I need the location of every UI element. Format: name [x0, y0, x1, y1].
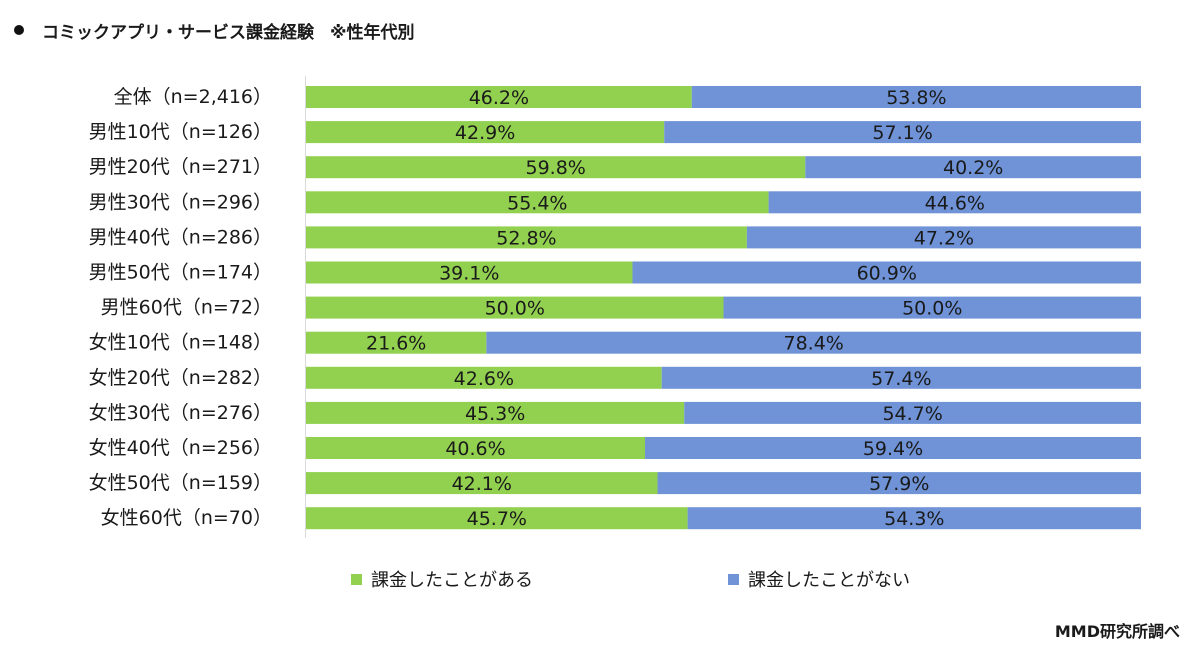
bar-segment-paid [306, 261, 633, 284]
data-label-paid: 21.6% [366, 333, 426, 355]
bullet-icon [14, 25, 24, 35]
data-label-paid: 42.9% [455, 122, 515, 144]
data-label-paid: 46.2% [469, 87, 529, 109]
category-label: 女性60代（n=70） [101, 507, 272, 529]
data-label-not-paid: 57.4% [871, 368, 931, 390]
data-label-paid: 55.4% [507, 192, 567, 214]
legend-item-not-paid: 課金したことがない [728, 566, 910, 592]
bar-segment-not-paid [768, 191, 1141, 214]
chart-title: コミックアプリ・サービス課金経験 ※性年代別 [14, 18, 415, 43]
category-label: 男性20代（n=271） [89, 156, 272, 178]
bar-segment-not-paid [805, 156, 1141, 179]
data-label-not-paid: 57.1% [872, 122, 932, 144]
legend-label-not-paid: 課金したことがない [748, 570, 910, 591]
data-label-not-paid: 54.7% [882, 403, 942, 425]
category-label: 女性50代（n=159） [89, 472, 272, 494]
bar-segment-paid [306, 156, 806, 179]
data-label-paid: 59.8% [525, 157, 585, 179]
bar-segment-not-paid [723, 296, 1141, 319]
bar-segment-paid [306, 437, 646, 459]
category-label: 女性30代（n=276） [89, 402, 272, 424]
bar-segment-not-paid [664, 121, 1141, 144]
data-label-not-paid: 40.2% [943, 157, 1003, 179]
legend-label-paid: 課金したことがある [371, 570, 533, 591]
data-label-paid: 45.7% [467, 508, 527, 530]
source-credit: MMD研究所調べ [1054, 622, 1180, 641]
bar-segment-paid [306, 401, 685, 424]
bar-segment-not-paid [486, 331, 1141, 354]
data-label-not-paid: 53.8% [886, 87, 946, 109]
data-label-not-paid: 60.9% [857, 263, 917, 285]
data-label-not-paid: 57.9% [869, 473, 929, 495]
data-label-not-paid: 59.4% [863, 438, 923, 460]
chart-title-text: コミックアプリ・サービス課金経験 [42, 22, 314, 43]
bar-segment-paid [306, 366, 662, 389]
data-label-not-paid: 54.3% [884, 508, 944, 530]
bar-segment-not-paid [645, 437, 1141, 459]
legend-item-paid: 課金したことがある [351, 566, 533, 592]
category-label: 男性10代（n=126） [89, 121, 272, 143]
bar-segment-paid [306, 331, 487, 354]
bar-segment-not-paid [691, 86, 1141, 108]
data-label-paid: 42.6% [454, 368, 514, 390]
data-label-paid: 52.8% [496, 227, 556, 249]
data-label-not-paid: 50.0% [902, 298, 962, 320]
bar-segment-not-paid [687, 507, 1141, 530]
bar-segment-not-paid [684, 401, 1141, 424]
data-label-paid: 50.0% [485, 298, 545, 320]
category-label: 男性60代（n=72） [101, 297, 272, 319]
category-label: 男性50代（n=174） [89, 262, 272, 284]
bar-segment-not-paid [746, 226, 1141, 249]
bar-segment-paid [306, 472, 658, 495]
category-label: 女性20代（n=282） [89, 367, 272, 389]
legend-swatch-not-paid [728, 573, 739, 585]
bar-segment-paid [306, 296, 724, 319]
category-label: 女性10代（n=148） [89, 332, 272, 354]
category-label: 全体（n=2,416） [114, 86, 272, 108]
bar-segment-not-paid [661, 366, 1141, 389]
data-label-paid: 40.6% [445, 438, 505, 460]
bar-segment-paid [306, 226, 747, 249]
bar-segment-paid [306, 121, 665, 144]
bar-segment-paid [306, 191, 769, 214]
data-label-paid: 45.3% [465, 403, 525, 425]
bar-segment-not-paid [657, 472, 1141, 495]
category-label: 男性30代（n=296） [89, 191, 272, 213]
legend-swatch-paid [351, 573, 362, 585]
chart-title-note: ※性年代別 [330, 22, 415, 43]
data-label-paid: 39.1% [439, 263, 499, 285]
category-label: 男性40代（n=286） [89, 226, 272, 248]
chart-legend: 課金したことがある 課金したことがない [0, 566, 1200, 592]
data-label-not-paid: 47.2% [914, 227, 974, 249]
category-label: 女性40代（n=256） [89, 437, 272, 459]
bar-segment-not-paid [632, 261, 1141, 284]
bar-segment-paid [306, 86, 692, 108]
data-label-not-paid: 44.6% [925, 192, 985, 214]
data-label-not-paid: 78.4% [784, 333, 844, 355]
data-label-paid: 42.1% [452, 473, 512, 495]
bar-segment-paid [306, 507, 688, 530]
